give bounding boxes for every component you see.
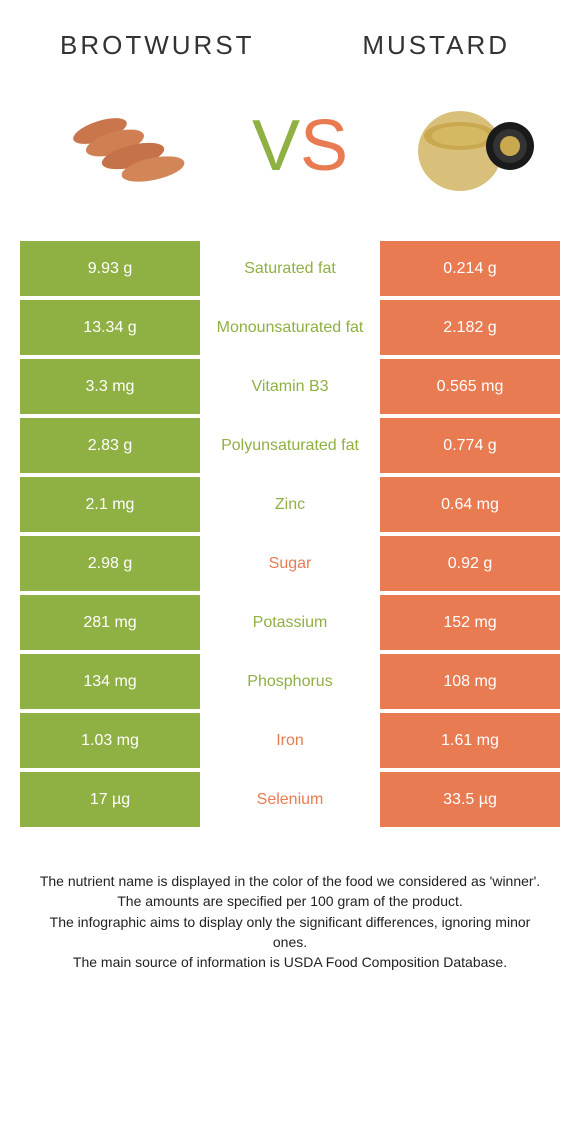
nutrient-label: Selenium <box>200 772 380 827</box>
value-left: 13.34 g <box>20 300 200 355</box>
table-row: 13.34 gMonounsaturated fat2.182 g <box>20 300 560 355</box>
value-right: 0.565 mg <box>380 359 560 414</box>
nutrient-label: Potassium <box>200 595 380 650</box>
value-left: 281 mg <box>20 595 200 650</box>
value-right: 33.5 µg <box>380 772 560 827</box>
value-left: 2.83 g <box>20 418 200 473</box>
nutrient-label: Phosphorus <box>200 654 380 709</box>
vs-label: VS <box>252 105 348 187</box>
value-right: 0.774 g <box>380 418 560 473</box>
value-right: 2.182 g <box>380 300 560 355</box>
value-left: 1.03 mg <box>20 713 200 768</box>
table-row: 2.83 gPolyunsaturated fat0.774 g <box>20 418 560 473</box>
comparison-table: 9.93 gSaturated fat0.214 g13.34 gMonouns… <box>20 241 560 827</box>
header-row: BROTWURST MUSTARD <box>0 0 580 61</box>
vs-v: V <box>252 105 300 187</box>
title-right: MUSTARD <box>362 30 510 61</box>
table-row: 3.3 mgVitamin B30.565 mg <box>20 359 560 414</box>
table-row: 2.98 gSugar0.92 g <box>20 536 560 591</box>
mustard-image <box>400 91 540 201</box>
value-left: 134 mg <box>20 654 200 709</box>
value-left: 9.93 g <box>20 241 200 296</box>
vs-row: VS <box>0 61 580 231</box>
table-row: 17 µgSelenium33.5 µg <box>20 772 560 827</box>
table-row: 281 mgPotassium152 mg <box>20 595 560 650</box>
footer-line: The main source of information is USDA F… <box>35 952 545 972</box>
table-row: 134 mgPhosphorus108 mg <box>20 654 560 709</box>
brotwurst-image <box>60 91 200 201</box>
table-row: 9.93 gSaturated fat0.214 g <box>20 241 560 296</box>
vs-s: S <box>300 105 348 187</box>
value-right: 0.92 g <box>380 536 560 591</box>
value-left: 2.98 g <box>20 536 200 591</box>
nutrient-label: Polyunsaturated fat <box>200 418 380 473</box>
table-row: 2.1 mgZinc0.64 mg <box>20 477 560 532</box>
footer-line: The nutrient name is displayed in the co… <box>35 871 545 891</box>
nutrient-label: Sugar <box>200 536 380 591</box>
nutrient-label: Monounsaturated fat <box>200 300 380 355</box>
value-left: 17 µg <box>20 772 200 827</box>
value-right: 1.61 mg <box>380 713 560 768</box>
value-left: 2.1 mg <box>20 477 200 532</box>
nutrient-label: Zinc <box>200 477 380 532</box>
value-right: 0.214 g <box>380 241 560 296</box>
footer-notes: The nutrient name is displayed in the co… <box>0 831 580 972</box>
value-right: 108 mg <box>380 654 560 709</box>
value-right: 0.64 mg <box>380 477 560 532</box>
nutrient-label: Saturated fat <box>200 241 380 296</box>
table-row: 1.03 mgIron1.61 mg <box>20 713 560 768</box>
nutrient-label: Vitamin B3 <box>200 359 380 414</box>
footer-line: The amounts are specified per 100 gram o… <box>35 891 545 911</box>
title-left: BROTWURST <box>60 30 255 61</box>
value-left: 3.3 mg <box>20 359 200 414</box>
footer-line: The infographic aims to display only the… <box>35 912 545 953</box>
value-right: 152 mg <box>380 595 560 650</box>
nutrient-label: Iron <box>200 713 380 768</box>
